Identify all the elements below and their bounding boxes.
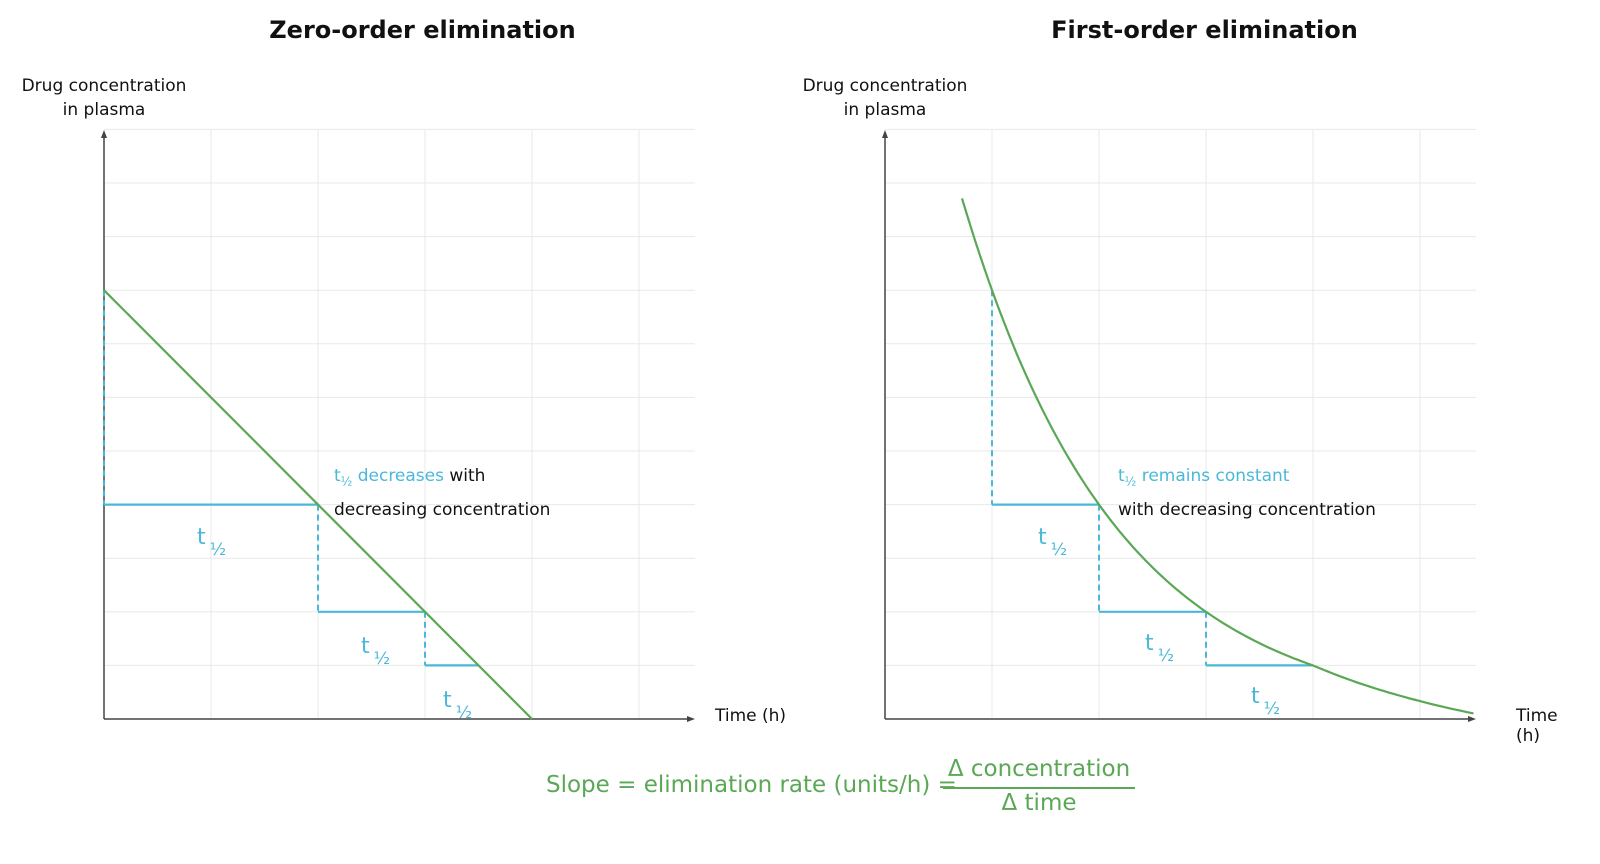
annotation-t: t xyxy=(334,466,341,486)
half-life-sub: ½ xyxy=(1050,540,1068,561)
x-axis-label: Time (h) xyxy=(1516,706,1558,746)
annotation-highlight: t½ decreases xyxy=(334,466,444,489)
half-life-sub: ½ xyxy=(1157,646,1175,667)
half-life-t: t xyxy=(1038,525,1047,550)
y-axis-label: Drug concentration in plasma xyxy=(802,76,968,120)
half-life-sub: ½ xyxy=(455,703,473,724)
half-life-t: t xyxy=(1251,684,1260,709)
half-life-label: t½ xyxy=(443,688,472,723)
half-life-t: t xyxy=(361,634,370,659)
annotation-sub: ½ xyxy=(1124,474,1137,489)
annotation-highlight-text: remains constant xyxy=(1141,466,1290,486)
first-order-plot xyxy=(882,128,1476,722)
half-life-sub: ½ xyxy=(373,649,391,670)
half-life-sub: ½ xyxy=(209,540,227,561)
chart-title: First-order elimination xyxy=(1051,16,1358,44)
annotation: t½ decreases with decreasing concentrati… xyxy=(334,462,550,525)
half-life-label: t½ xyxy=(197,525,226,560)
fraction-bar xyxy=(943,787,1135,789)
half-life-label: t½ xyxy=(1145,631,1174,666)
half-life-label: t½ xyxy=(1251,684,1280,719)
annotation-highlight: t½ remains constant xyxy=(1118,466,1290,489)
half-life-label: t½ xyxy=(1038,525,1067,560)
half-life-label: t½ xyxy=(361,634,390,669)
series-line xyxy=(103,289,533,720)
annotation-text-2: decreasing concentration xyxy=(334,500,551,521)
y-axis-arrow xyxy=(101,130,107,138)
half-life-t: t xyxy=(1145,631,1154,656)
formula-denominator: Δ time xyxy=(1001,790,1077,816)
annotation-sub: ½ xyxy=(340,474,353,489)
formula-lhs: Slope = elimination rate (units/h) = xyxy=(546,772,957,798)
x-axis-arrow xyxy=(1468,716,1476,722)
first-order-panel: First-order elimination Drug concentrati… xyxy=(781,0,1581,750)
slope-formula: Slope = elimination rate (units/h) = Δ c… xyxy=(0,756,1600,820)
half-life-t: t xyxy=(197,525,206,550)
formula-fraction: Δ concentration Δ time xyxy=(943,756,1135,820)
chart-title: Zero-order elimination xyxy=(269,16,576,44)
x-axis-arrow xyxy=(687,716,695,722)
zero-order-plot xyxy=(101,128,695,722)
annotation-text-2: with decreasing concentration xyxy=(1118,500,1376,521)
formula-numerator: Δ concentration xyxy=(947,756,1131,782)
x-axis-label: Time (h) xyxy=(715,706,787,726)
annotation-t: t xyxy=(1118,466,1125,486)
annotation: t½ remains constant with decreasing conc… xyxy=(1118,462,1376,525)
half-life-t: t xyxy=(443,688,452,713)
y-axis-label: Drug concentration in plasma xyxy=(21,76,187,120)
zero-order-panel: Zero-order elimination Drug concentratio… xyxy=(0,0,800,750)
half-life-sub: ½ xyxy=(1263,699,1281,720)
y-axis-arrow xyxy=(882,130,888,138)
annotation-highlight-text: decreases xyxy=(357,466,444,486)
series-line xyxy=(960,198,1474,715)
annotation-text-1: with xyxy=(449,466,486,486)
